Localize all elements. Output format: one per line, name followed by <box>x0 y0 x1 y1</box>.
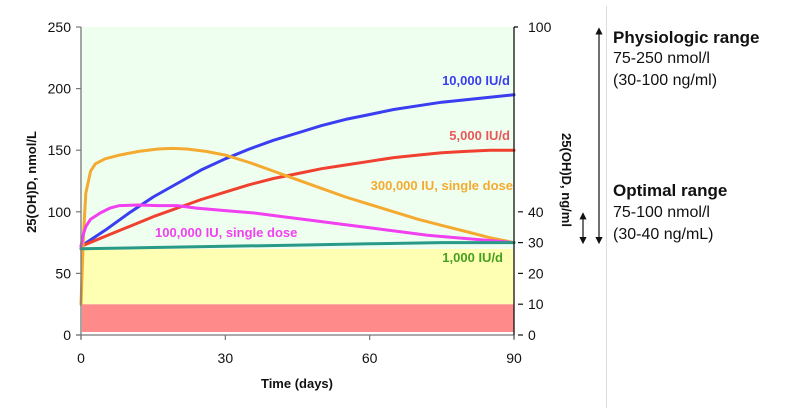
series-line-3 <box>79 203 516 248</box>
optimal-range-title: Optimal range <box>613 181 728 200</box>
optimal-range-ng: (30-40 ng/mL) <box>613 226 714 243</box>
x-axis-title: Time (days) <box>261 376 333 391</box>
y2-tick-label: 40 <box>528 204 544 220</box>
series-label-1: 5,000 IU/d <box>449 128 510 143</box>
series-line-2 <box>79 146 516 306</box>
y-tick-label: 100 <box>48 204 72 220</box>
series-line-1 <box>79 148 516 248</box>
series-label-0: 10,000 IU/d <box>442 73 510 88</box>
series-lines <box>79 93 516 306</box>
optimal-range-nmol: 75-100 nmol/l <box>613 204 710 221</box>
x-tick-label: 90 <box>506 350 522 366</box>
x-tick-label: 30 <box>218 350 234 366</box>
y2-tick-label: 100 <box>528 19 552 35</box>
y2-tick-label: 0 <box>528 327 536 343</box>
band-sufficient <box>82 27 514 249</box>
band-deficient <box>82 304 514 332</box>
band-insufficient <box>82 248 514 305</box>
y2-tick-label: 10 <box>528 296 544 312</box>
series-labels: 10,000 IU/d 5,000 IU/d 300,000 IU, single … <box>155 73 513 265</box>
physiologic-range-title: Physiologic range <box>613 28 760 47</box>
range-arrows <box>579 27 603 245</box>
y-tick-label: 0 <box>63 327 71 343</box>
range-bands <box>82 27 514 332</box>
divider <box>606 6 607 408</box>
physiologic-range-ng: (30-100 ng/ml) <box>613 72 718 89</box>
x-tick-label: 60 <box>362 350 378 366</box>
y-axis-title: 25(OH)D, nmol/L <box>24 131 39 233</box>
physiologic-range-nmol: 75-250 nmol/l <box>613 50 710 67</box>
y-tick-label: 250 <box>48 19 72 35</box>
series-label-4: 1,000 IU/d <box>442 250 503 265</box>
series-label-3: 100,000 IU, single dose <box>155 225 297 240</box>
tick-labels: 0 50 100 150 200 250 0 30 60 90 0 10 20 30 40 100 <box>48 19 552 366</box>
series-line-4 <box>79 241 516 251</box>
y2-axis-title: 25(OH)D, ng/ml <box>559 133 574 227</box>
y-tick-label: 150 <box>48 142 72 158</box>
x-tick-label: 0 <box>77 350 85 366</box>
axes <box>76 26 523 340</box>
y-tick-label: 200 <box>48 81 72 97</box>
y-tick-label: 50 <box>55 265 71 281</box>
y2-tick-label: 20 <box>528 265 544 281</box>
y2-tick-label: 30 <box>528 235 544 251</box>
series-label-2: 300,000 IU, single dose <box>371 178 513 193</box>
series-line-0 <box>79 93 516 248</box>
